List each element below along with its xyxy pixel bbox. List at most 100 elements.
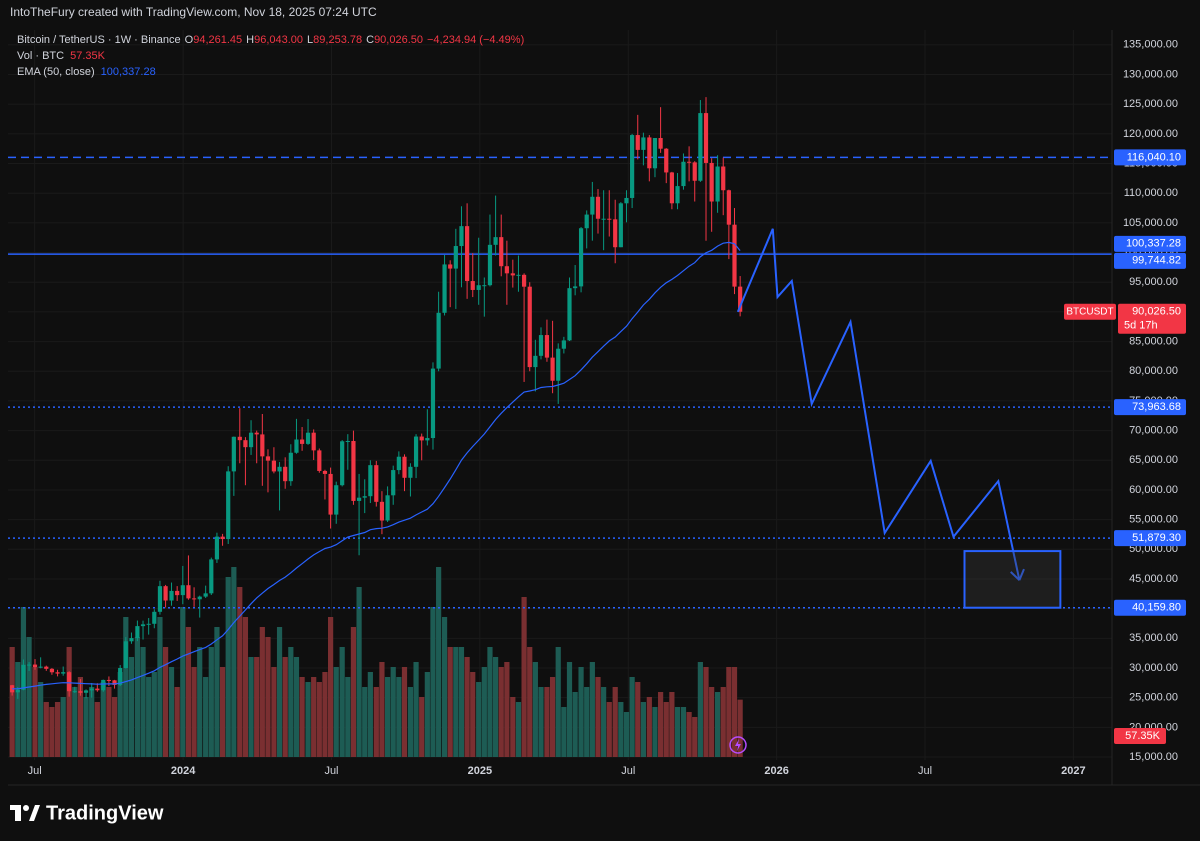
ema-value: 100,337.28 <box>101 66 156 78</box>
ohlc-value: 94,261.45 <box>193 34 242 46</box>
y-tick-label: 65,000.00 <box>1129 454 1178 466</box>
x-tick-label: 2027 <box>1061 765 1085 777</box>
candle-body <box>630 135 635 198</box>
volume-bar <box>32 667 38 757</box>
candle-body <box>175 590 180 596</box>
candle-body <box>248 432 254 448</box>
volume-bar <box>476 682 482 757</box>
volume-bar <box>316 682 322 757</box>
candle-body <box>254 432 259 435</box>
ema-name: EMA (50, close) <box>17 66 95 78</box>
volume-bar <box>515 702 522 757</box>
volume-bar <box>601 687 607 757</box>
volume-bar <box>430 607 436 757</box>
volume-bar <box>248 657 254 757</box>
volume-bar <box>578 667 584 757</box>
x-tick-label: 2024 <box>171 765 196 777</box>
candle-body <box>459 226 464 247</box>
candle-body <box>10 685 15 693</box>
x-tick-label: 2025 <box>468 765 492 777</box>
volume-bar <box>299 677 305 757</box>
candle-body <box>112 680 117 685</box>
price-label-box <box>1114 149 1186 166</box>
volume-bar <box>9 647 15 757</box>
price-label: 90,026.50 <box>1132 306 1181 318</box>
price-label: 73,963.68 <box>1132 401 1181 413</box>
candle-body <box>561 340 566 349</box>
volume-bar <box>669 692 675 757</box>
candle-body <box>652 138 658 169</box>
y-tick-label: 55,000.00 <box>1129 514 1178 526</box>
volume-bar <box>259 627 265 757</box>
candle-body <box>658 138 663 149</box>
volume-bar <box>185 627 192 757</box>
volume-bar <box>680 707 687 757</box>
countdown: 5d 17h <box>1124 320 1158 332</box>
volume-bar <box>89 687 95 757</box>
candle-body <box>698 113 703 181</box>
volume-bar <box>453 647 459 757</box>
change: −4,234.94 (−4.49%) <box>427 34 524 46</box>
y-tick-label: 50,000.00 <box>1129 543 1178 555</box>
volume-bar <box>379 662 385 757</box>
candle-body <box>510 273 515 276</box>
candle-body <box>129 638 134 642</box>
candle-body <box>476 285 481 290</box>
candle-body <box>169 590 174 601</box>
candle-body <box>265 456 271 461</box>
candle-body <box>283 466 288 482</box>
volume-name: Vol · BTC <box>17 50 64 62</box>
y-tick-label: 105,000.00 <box>1123 217 1178 229</box>
candle-body <box>402 456 407 478</box>
y-tick-label: 85,000.00 <box>1129 335 1178 347</box>
volume-bar <box>555 647 561 757</box>
candle-body <box>641 137 646 150</box>
candle-body <box>442 264 447 313</box>
volume-bar <box>72 687 78 757</box>
volume-bar <box>487 647 493 757</box>
candle-body <box>32 664 38 668</box>
candle-body <box>578 228 584 287</box>
y-tick-label: 30,000.00 <box>1129 662 1178 674</box>
candle-body <box>590 196 595 215</box>
candle-body <box>703 113 709 163</box>
candle-body <box>425 438 430 441</box>
price-tag: BTCUSDT <box>1066 306 1113 317</box>
volume-bar <box>219 667 226 757</box>
candle-body <box>607 218 612 220</box>
candle-body <box>675 186 680 204</box>
volume-bar <box>663 702 669 757</box>
volume-bar <box>174 687 180 757</box>
volume-bar <box>288 647 294 757</box>
volume-bar <box>373 687 379 757</box>
candle-body <box>220 536 225 540</box>
volume-bar <box>504 662 510 757</box>
candle-body <box>499 237 504 267</box>
price-label-box <box>1114 530 1186 547</box>
candle-body <box>101 679 106 691</box>
x-tick-label: Jul <box>621 765 635 777</box>
volume-bar <box>441 617 448 757</box>
candle-body <box>95 688 100 691</box>
candle-body <box>686 161 692 163</box>
volume-bar <box>345 677 351 757</box>
candle-body <box>573 286 578 289</box>
candle-body <box>260 434 265 457</box>
volume-bar <box>692 717 698 757</box>
volume-bar <box>737 699 743 757</box>
candle-body <box>288 452 293 482</box>
candle-body <box>157 586 163 612</box>
candle-body <box>732 224 737 287</box>
ohlc-value: 89,253.78 <box>313 34 362 46</box>
projection-line <box>736 228 1021 581</box>
candle-body <box>664 148 669 173</box>
volume-bar <box>362 687 368 757</box>
candle-body <box>271 460 277 472</box>
candle-body <box>123 641 128 669</box>
candle-body <box>83 690 89 693</box>
price-label-box <box>1118 303 1186 334</box>
arrow-head <box>1010 571 1021 581</box>
legend-line: EMA (50, close) 100,337.28 <box>17 66 156 78</box>
candle-body <box>635 135 640 150</box>
volume-bar <box>49 707 55 757</box>
